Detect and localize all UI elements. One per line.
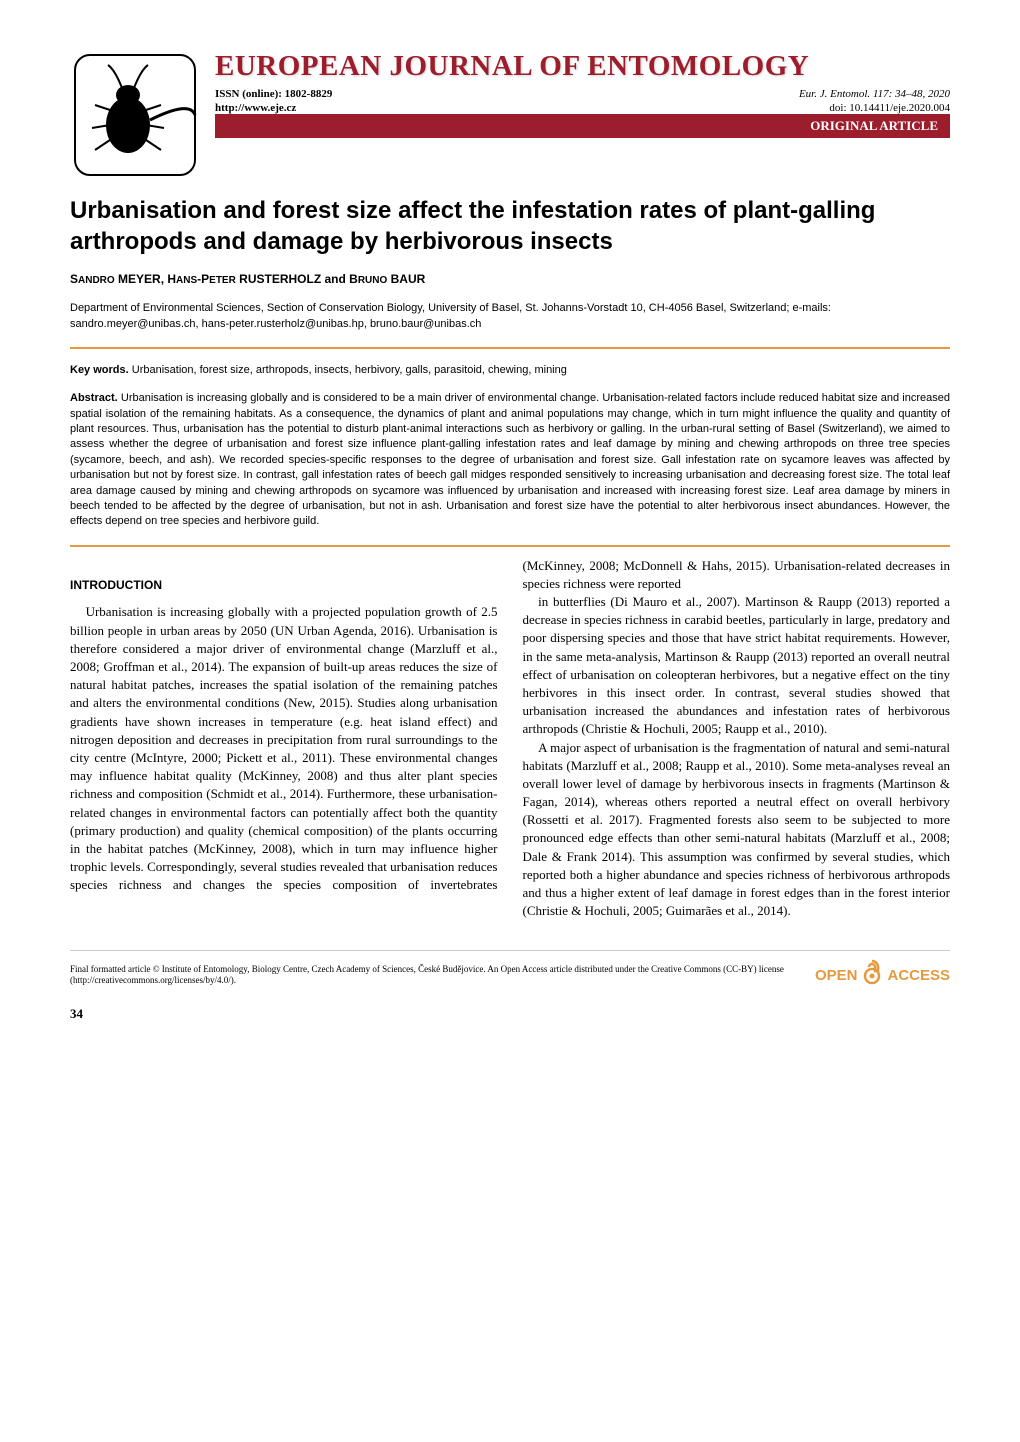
open-access-icon (862, 959, 882, 991)
journal-url-link[interactable]: http://www.eje.cz (215, 102, 332, 114)
issn-text: ISSN (online): 1802-8829 (215, 88, 332, 100)
authors-text: SANDRO MEYER, HANS-PETER RUSTERHOLZ and … (70, 272, 425, 286)
abstract-block: Abstract. Urbanisation is increasing glo… (70, 391, 950, 530)
footer-copyright-text: Final formatted article © Institute of E… (70, 964, 815, 987)
authors-line: SANDRO MEYER, HANS-PETER RUSTERHOLZ and … (70, 272, 950, 286)
header-meta: ISSN (online): 1802-8829 http://www.eje.… (215, 88, 950, 114)
divider-top (70, 347, 950, 349)
introduction-heading: INTRODUCTION (70, 577, 498, 594)
affiliation-text: Department of Environmental Sciences, Se… (70, 301, 950, 332)
oa-open-text: OPEN (815, 967, 858, 984)
divider-bottom (70, 545, 950, 547)
article-title: Urbanisation and forest size affect the … (70, 195, 950, 257)
keywords-text: Urbanisation, forest size, arthropods, i… (132, 364, 567, 376)
footer-section: Final formatted article © Institute of E… (70, 950, 950, 991)
keywords-block: Key words. Urbanisation, forest size, ar… (70, 364, 950, 376)
body-text-columns: INTRODUCTION Urbanisation is increasing … (70, 557, 950, 921)
open-access-badge: OPEN ACCESS (815, 959, 950, 991)
oa-access-text: ACCESS (887, 967, 950, 984)
article-type-bar: ORIGINAL ARTICLE (215, 114, 950, 138)
keywords-label: Key words. (70, 364, 129, 376)
citation-text: Eur. J. Entomol. 117: 34–48, 2020 (799, 88, 950, 100)
intro-paragraph-2: in butterflies (Di Mauro et al., 2007). … (523, 593, 951, 739)
abstract-text: Urbanisation is increasing globally and … (70, 392, 950, 527)
intro-paragraph-3: A major aspect of urbanisation is the fr… (523, 739, 951, 921)
header-text-block: EUROPEAN JOURNAL OF ENTOMOLOGY ISSN (onl… (215, 50, 950, 168)
doi-text: doi: 10.14411/eje.2020.004 (799, 102, 950, 114)
page-number: 34 (70, 1006, 950, 1022)
journal-header: EUROPEAN JOURNAL OF ENTOMOLOGY ISSN (onl… (70, 50, 950, 180)
abstract-label: Abstract. (70, 392, 118, 404)
journal-title: EUROPEAN JOURNAL OF ENTOMOLOGY (215, 50, 950, 83)
journal-logo (70, 50, 200, 180)
